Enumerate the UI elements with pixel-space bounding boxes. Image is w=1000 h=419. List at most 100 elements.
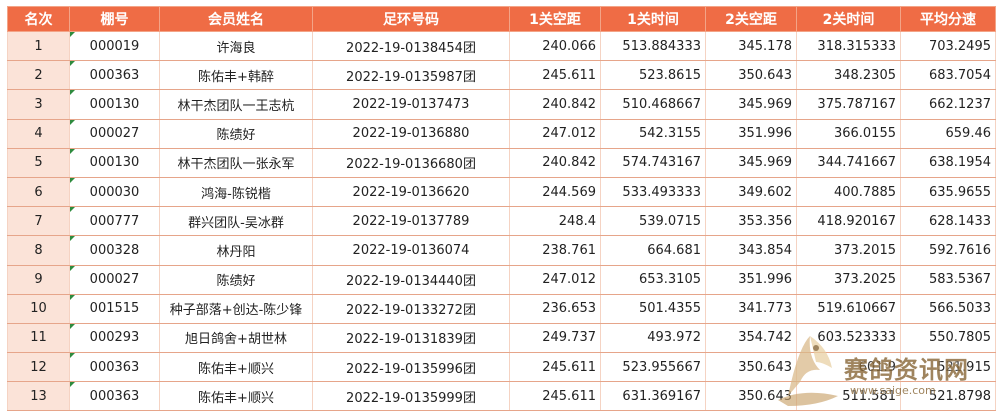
cell-ring-number[interactable]: 2022-19-0135996团: [312, 352, 510, 383]
cell-leg1-distance[interactable]: 247.012: [509, 118, 601, 149]
cell-avg-speed[interactable]: 638.1954: [900, 147, 996, 178]
cell-leg2-distance[interactable]: 351.996: [705, 118, 797, 149]
cell-ring-number[interactable]: 2022-19-0136880: [312, 118, 510, 149]
cell-rank[interactable]: 12: [7, 352, 70, 383]
cell-member-name[interactable]: 陈佑丰+韩醉: [159, 60, 313, 91]
cell-loft-id[interactable]: 000363: [69, 381, 160, 412]
cell-leg1-distance[interactable]: 240.842: [509, 89, 601, 120]
cell-loft-id[interactable]: 000777: [69, 206, 160, 237]
cell-avg-speed[interactable]: 583.5367: [900, 264, 996, 295]
cell-member-name[interactable]: 旭日鸽舍+胡世林: [159, 322, 313, 354]
cell-rank[interactable]: 7: [7, 206, 70, 237]
cell-ring-number[interactable]: 2022-19-0135987团: [312, 60, 510, 91]
col-header-leg1-distance[interactable]: 1关空距: [509, 6, 601, 32]
cell-loft-id[interactable]: 000130: [69, 89, 160, 120]
cell-ring-number[interactable]: 2022-19-0136620: [312, 176, 510, 208]
cell-avg-speed[interactable]: 683.7054: [900, 60, 996, 91]
cell-leg1-distance[interactable]: 236.653: [509, 293, 601, 324]
table-row[interactable]: 2 000363 陈佑丰+韩醉 2022-19-0135987团 245.611 523.…: [7, 60, 996, 91]
cell-leg2-distance[interactable]: 351.996: [705, 264, 797, 295]
cell-leg2-distance[interactable]: 350.643: [705, 60, 797, 91]
cell-leg1-time[interactable]: 501.4355: [600, 293, 706, 324]
cell-loft-id[interactable]: 000027: [69, 264, 160, 295]
cell-rank[interactable]: 13: [7, 381, 70, 412]
cell-member-name[interactable]: 陈绩好: [159, 264, 313, 295]
cell-loft-id[interactable]: 000130: [69, 147, 160, 178]
table-row[interactable]: 10 001515 种子部落+创达-陈少锋 2022-19-0133272团 236.6…: [7, 293, 996, 324]
cell-leg2-distance[interactable]: 350.643: [705, 352, 797, 383]
table-row[interactable]: 12 000363 陈佑丰+顺兴 2022-19-0135996团 245.611 523…: [7, 352, 996, 383]
cell-avg-speed[interactable]: 628.1433: [900, 206, 996, 237]
cell-leg1-distance[interactable]: 238.761: [509, 235, 601, 266]
table-row[interactable]: 11 000293 旭日鸽舍+胡世林 2022-19-0131839团 249.737 4…: [7, 322, 996, 354]
cell-ring-number[interactable]: 2022-19-0137789: [312, 206, 510, 237]
cell-leg2-time[interactable]: 603.523333: [796, 322, 901, 354]
table-row[interactable]: 8 000328 林丹阳 2022-19-0136074 238.761 664.681 3…: [7, 235, 996, 266]
cell-rank[interactable]: 9: [7, 264, 70, 295]
table-row[interactable]: 9 000027 陈绩好 2022-19-0134440团 247.012 653.310…: [7, 264, 996, 295]
table-row[interactable]: 7 000777 群兴团队-吴冰群 2022-19-0137789 248.4 539.0…: [7, 206, 996, 237]
table-row[interactable]: 6 000030 鸿海-陈锐楷 2022-19-0136620 244.569 533.4…: [7, 176, 996, 208]
cell-rank[interactable]: 5: [7, 147, 70, 178]
cell-member-name[interactable]: 林干杰团队一王志杭: [159, 89, 313, 120]
cell-leg2-distance[interactable]: 345.178: [705, 30, 797, 62]
cell-leg1-distance[interactable]: 245.611: [509, 60, 601, 91]
cell-avg-speed[interactable]: 550.7805: [900, 322, 996, 354]
cell-leg1-distance[interactable]: 244.569: [509, 176, 601, 208]
cell-leg2-time[interactable]: 511.581: [796, 381, 901, 412]
cell-avg-speed[interactable]: 659.46: [900, 118, 996, 149]
cell-leg1-time[interactable]: 533.493333: [600, 176, 706, 208]
cell-rank[interactable]: 3: [7, 89, 70, 120]
cell-loft-id[interactable]: 000027: [69, 118, 160, 149]
cell-leg2-time[interactable]: 366.0155: [796, 118, 901, 149]
cell-leg1-distance[interactable]: 240.066: [509, 30, 601, 62]
cell-member-name[interactable]: 种子部落+创达-陈少锋: [159, 293, 313, 324]
cell-rank[interactable]: 10: [7, 293, 70, 324]
cell-ring-number[interactable]: 2022-19-0135999团: [312, 381, 510, 412]
cell-ring-number[interactable]: 2022-19-0136680团: [312, 147, 510, 178]
cell-leg1-time[interactable]: 653.3105: [600, 264, 706, 295]
table-row[interactable]: 4 000027 陈绩好 2022-19-0136880 247.012 542.3155…: [7, 118, 996, 149]
col-header-leg2-time[interactable]: 2关时间: [796, 6, 901, 32]
cell-rank[interactable]: 1: [7, 30, 70, 62]
cell-leg1-time[interactable]: 542.3155: [600, 118, 706, 149]
cell-ring-number[interactable]: 2022-19-0138454团: [312, 30, 510, 62]
cell-ring-number[interactable]: 2022-19-0137473: [312, 89, 510, 120]
col-header-loft-id[interactable]: 棚号: [69, 6, 160, 32]
cell-leg2-time[interactable]: 418.920167: [796, 206, 901, 237]
cell-ring-number[interactable]: 2022-19-0133272团: [312, 293, 510, 324]
cell-loft-id[interactable]: 000363: [69, 352, 160, 383]
cell-leg1-time[interactable]: 631.369167: [600, 381, 706, 412]
cell-avg-speed[interactable]: 662.1237: [900, 89, 996, 120]
cell-avg-speed[interactable]: 635.9655: [900, 176, 996, 208]
cell-rank[interactable]: 8: [7, 235, 70, 266]
cell-avg-speed[interactable]: 566.5033: [900, 293, 996, 324]
cell-avg-speed[interactable]: 521.8798: [900, 381, 996, 412]
cell-leg2-time[interactable]: 318.315333: [796, 30, 901, 62]
cell-leg2-time[interactable]: 373.2025: [796, 264, 901, 295]
cell-member-name[interactable]: 林干杰团队一张永军: [159, 147, 313, 178]
cell-loft-id[interactable]: 000363: [69, 60, 160, 91]
col-header-avg-speed[interactable]: 平均分速: [900, 6, 996, 32]
cell-rank[interactable]: 6: [7, 176, 70, 208]
cell-leg1-time[interactable]: 510.468667: [600, 89, 706, 120]
cell-loft-id[interactable]: 000019: [69, 30, 160, 62]
cell-ring-number[interactable]: 2022-19-0136074: [312, 235, 510, 266]
cell-leg2-distance[interactable]: 343.854: [705, 235, 797, 266]
cell-leg1-time[interactable]: 539.0715: [600, 206, 706, 237]
cell-ring-number[interactable]: 2022-19-0134440团: [312, 264, 510, 295]
cell-avg-speed[interactable]: 592.7616: [900, 235, 996, 266]
cell-leg1-distance[interactable]: 245.611: [509, 381, 601, 412]
cell-member-name[interactable]: 群兴团队-吴冰群: [159, 206, 313, 237]
cell-ring-number[interactable]: 2022-19-0131839团: [312, 322, 510, 354]
cell-leg1-time[interactable]: 523.955667: [600, 352, 706, 383]
cell-loft-id[interactable]: 000030: [69, 176, 160, 208]
cell-member-name[interactable]: 林丹阳: [159, 235, 313, 266]
cell-loft-id[interactable]: 000293: [69, 322, 160, 354]
cell-member-name[interactable]: 许海良: [159, 30, 313, 62]
cell-avg-speed[interactable]: 521.915: [900, 352, 996, 383]
cell-leg1-time[interactable]: 513.884333: [600, 30, 706, 62]
cell-member-name[interactable]: 陈绩好: [159, 118, 313, 149]
cell-member-name[interactable]: 陈佑丰+顺兴: [159, 381, 313, 412]
cell-leg1-time[interactable]: 493.972: [600, 322, 706, 354]
